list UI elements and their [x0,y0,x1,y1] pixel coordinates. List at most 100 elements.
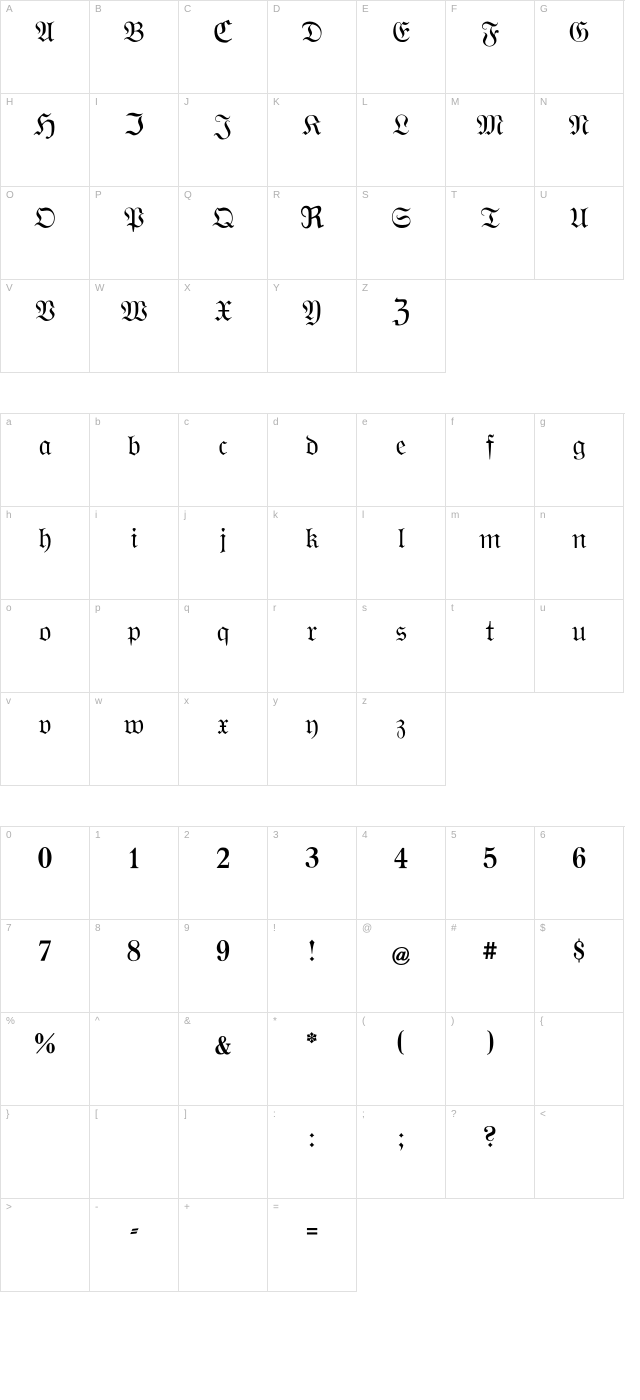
character-cell[interactable]: E𝔈 [357,1,446,94]
cell-label: y [273,696,278,707]
character-cell[interactable]: { [535,1013,624,1106]
character-cell[interactable]: r𝔯 [268,600,357,693]
character-cell[interactable]: D𝔇 [268,1,357,94]
character-cell[interactable]: J𝔍 [179,94,268,187]
character-cell[interactable]: ;; [357,1106,446,1199]
character-cell[interactable]: 55 [446,827,535,920]
character-cell[interactable]: ?? [446,1106,535,1199]
character-cell[interactable]: w𝔴 [90,693,179,786]
character-cell[interactable]: ## [446,920,535,1013]
cell-glyph: 𝔴 [90,711,178,741]
cell-label: - [95,1202,98,1213]
character-cell[interactable]: %% [1,1013,90,1106]
character-cell[interactable]: q𝔮 [179,600,268,693]
cell-label: Z [362,283,368,294]
character-cell[interactable]: )) [446,1013,535,1106]
character-cell[interactable]: m𝔪 [446,507,535,600]
character-cell[interactable]: } [1,1106,90,1199]
character-cell[interactable]: a𝔞 [1,414,90,507]
character-cell[interactable]: y𝔶 [268,693,357,786]
character-cell[interactable]: == [268,1199,357,1292]
character-cell[interactable]: i𝔦 [90,507,179,600]
character-cell[interactable]: 77 [1,920,90,1013]
character-cell[interactable]: -- [90,1199,179,1292]
character-cell[interactable]: N𝔑 [535,94,624,187]
character-cell[interactable]: < [535,1106,624,1199]
character-cell[interactable]: f𝔣 [446,414,535,507]
character-cell[interactable]: v𝔳 [1,693,90,786]
character-cell[interactable]: k𝔨 [268,507,357,600]
cell-glyph: 𝔒 [1,205,89,235]
character-cell[interactable]: j𝔧 [179,507,268,600]
character-cell[interactable]: p𝔭 [90,600,179,693]
character-cell[interactable]: && [179,1013,268,1106]
character-cell[interactable]: z𝔷 [357,693,446,786]
character-cell[interactable]: e𝔢 [357,414,446,507]
character-cell[interactable]: [ [90,1106,179,1199]
character-cell[interactable]: U𝔘 [535,187,624,280]
character-cell[interactable]: Q𝔔 [179,187,268,280]
character-cell[interactable]: S𝔖 [357,187,446,280]
character-cell[interactable]: @@ [357,920,446,1013]
character-cell[interactable]: s𝔰 [357,600,446,693]
character-cell[interactable]: G𝔊 [535,1,624,94]
cell-glyph: 𝔯 [268,618,356,648]
cell-glyph: 4 [357,845,445,875]
character-cell[interactable]: (( [357,1013,446,1106]
character-cell[interactable]: Y𝔜 [268,280,357,373]
character-cell[interactable]: Cℭ [179,1,268,94]
cell-glyph: 𝔊 [535,19,623,49]
character-cell[interactable]: h𝔥 [1,507,90,600]
character-cell[interactable]: Iℑ [90,94,179,187]
cell-label: 5 [451,830,457,841]
character-cell[interactable]: ^ [90,1013,179,1106]
character-cell[interactable]: d𝔡 [268,414,357,507]
character-cell[interactable]: 88 [90,920,179,1013]
cell-label: d [273,417,279,428]
character-cell[interactable]: O𝔒 [1,187,90,280]
character-cell[interactable]: :: [268,1106,357,1199]
character-cell[interactable]: n𝔫 [535,507,624,600]
character-cell[interactable]: W𝔚 [90,280,179,373]
character-cell[interactable]: c𝔠 [179,414,268,507]
character-cell[interactable]: K𝔎 [268,94,357,187]
character-cell[interactable]: A𝔄 [1,1,90,94]
character-cell[interactable]: Zℨ [357,280,446,373]
character-cell[interactable]: + [179,1199,268,1292]
character-cell[interactable]: g𝔤 [535,414,624,507]
character-cell[interactable]: b𝔟 [90,414,179,507]
character-cell[interactable]: X𝔛 [179,280,268,373]
character-cell[interactable]: 66 [535,827,624,920]
character-cell[interactable]: V𝔙 [1,280,90,373]
character-cell[interactable]: P𝔓 [90,187,179,280]
character-cell[interactable]: > [1,1199,90,1292]
character-cell[interactable]: x𝔵 [179,693,268,786]
cell-glyph: 𝔡 [268,432,356,462]
character-cell[interactable]: l𝔩 [357,507,446,600]
character-cell[interactable]: 44 [357,827,446,920]
character-cell[interactable]: t𝔱 [446,600,535,693]
character-cell[interactable]: L𝔏 [357,94,446,187]
cell-glyph: % [1,1031,89,1061]
character-cell[interactable]: 99 [179,920,268,1013]
character-cell[interactable]: ] [179,1106,268,1199]
character-cell[interactable]: T𝔗 [446,187,535,280]
character-cell[interactable]: F𝔉 [446,1,535,94]
cell-glyph: 𝔄 [1,19,89,49]
character-cell[interactable]: o𝔬 [1,600,90,693]
character-cell[interactable]: Hℌ [1,94,90,187]
cell-label: ( [362,1016,365,1027]
character-cell[interactable]: u𝔲 [535,600,624,693]
cell-glyph: 𝔐 [446,112,534,142]
character-cell[interactable]: B𝔅 [90,1,179,94]
character-cell[interactable]: 22 [179,827,268,920]
character-cell[interactable]: $$ [535,920,624,1013]
character-cell[interactable]: ** [268,1013,357,1106]
character-cell[interactable]: 33 [268,827,357,920]
character-cell[interactable]: Rℜ [268,187,357,280]
cell-label: r [273,603,276,614]
character-cell[interactable]: M𝔐 [446,94,535,187]
character-cell[interactable]: 00 [1,827,90,920]
character-cell[interactable]: !! [268,920,357,1013]
character-cell[interactable]: 11 [90,827,179,920]
